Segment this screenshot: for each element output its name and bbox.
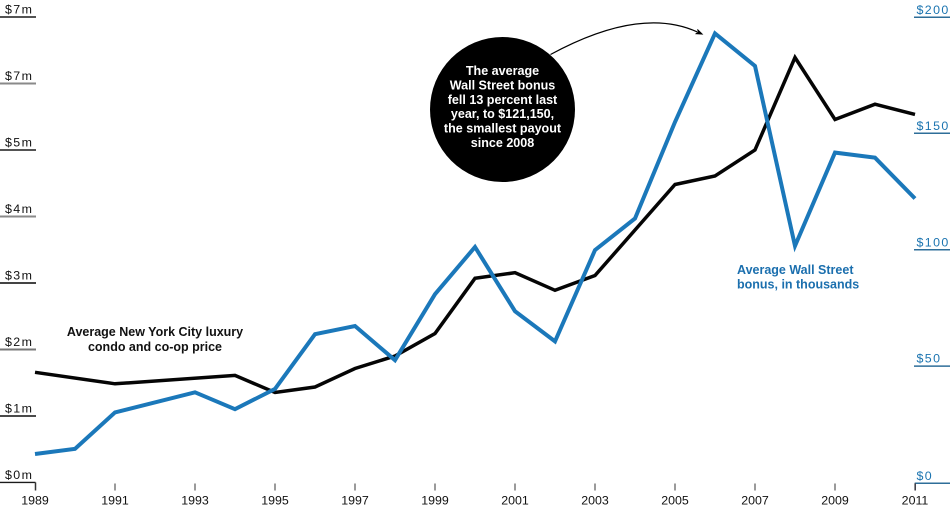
svg-text:$7m: $7m [5, 69, 33, 83]
svg-text:1997: 1997 [341, 494, 369, 508]
svg-text:1995: 1995 [261, 494, 289, 508]
svg-text:fell 13 percent last: fell 13 percent last [448, 93, 558, 107]
svg-text:the smallest payout: the smallest payout [444, 122, 562, 136]
svg-text:$0m: $0m [5, 468, 33, 482]
svg-text:1993: 1993 [181, 494, 209, 508]
svg-text:$100: $100 [917, 235, 950, 249]
svg-text:$4m: $4m [5, 202, 33, 216]
svg-text:2003: 2003 [581, 494, 609, 508]
svg-text:1991: 1991 [101, 494, 129, 508]
svg-text:1999: 1999 [421, 494, 449, 508]
svg-text:$5m: $5m [5, 136, 33, 150]
svg-text:Average New York City luxury: Average New York City luxury [67, 325, 243, 339]
svg-text:bonus, in thousands: bonus, in thousands [737, 278, 859, 292]
svg-text:condo and co-op price: condo and co-op price [88, 340, 222, 354]
svg-text:$150: $150 [917, 119, 950, 133]
svg-text:2005: 2005 [661, 494, 689, 508]
svg-text:Wall Street bonus: Wall Street bonus [450, 78, 556, 92]
svg-text:$1m: $1m [5, 402, 33, 416]
svg-text:since 2008: since 2008 [471, 136, 535, 150]
svg-text:Average Wall Street: Average Wall Street [737, 263, 854, 277]
svg-text:2009: 2009 [821, 494, 849, 508]
svg-text:$2m: $2m [5, 335, 33, 349]
svg-text:$50: $50 [917, 352, 942, 366]
svg-text:2011: 2011 [902, 494, 929, 508]
svg-text:$3m: $3m [5, 269, 33, 283]
svg-text:$0: $0 [917, 469, 934, 483]
svg-text:$200: $200 [917, 3, 950, 17]
svg-text:2001: 2001 [501, 494, 529, 508]
svg-text:1989: 1989 [21, 494, 49, 508]
svg-text:year, to $121,150,: year, to $121,150, [451, 107, 554, 121]
svg-text:$7m: $7m [5, 3, 33, 17]
svg-text:2007: 2007 [741, 494, 769, 508]
svg-text:The average: The average [466, 64, 539, 78]
